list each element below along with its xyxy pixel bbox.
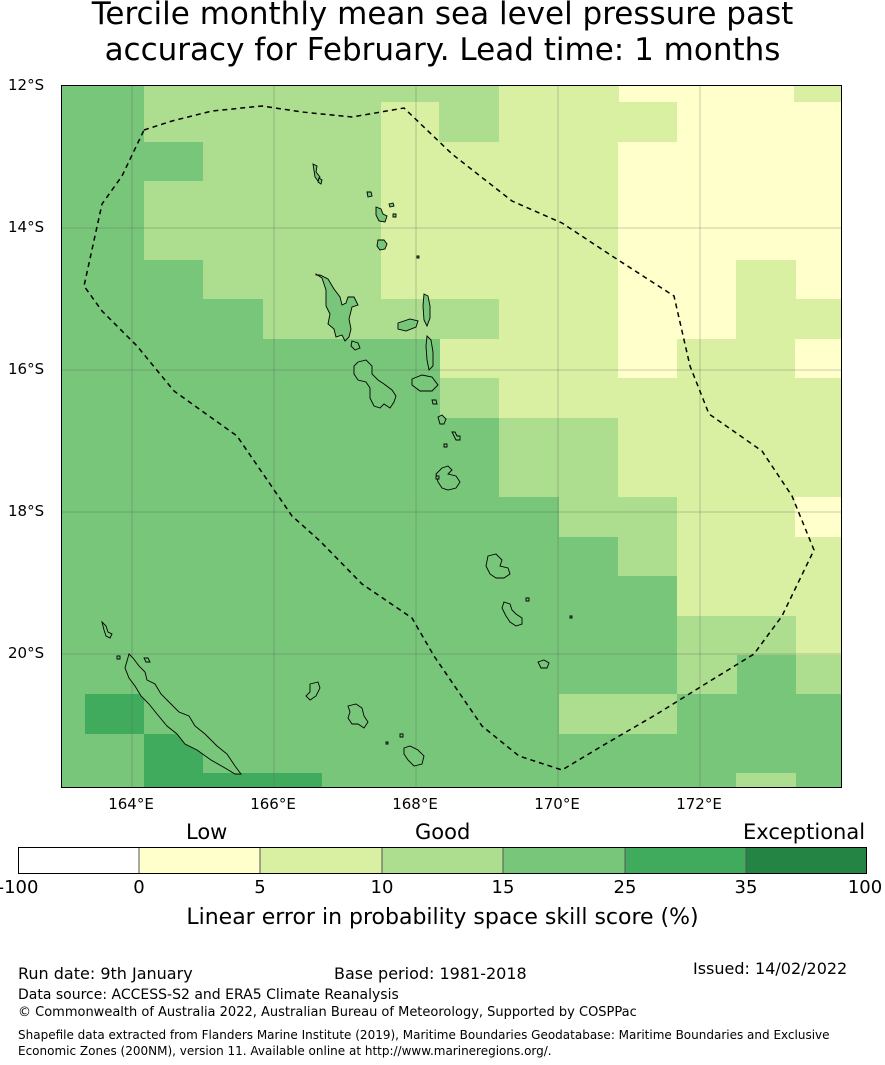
colorbar-swatch-0 (18, 847, 139, 874)
lon-label-164e: 164°E (108, 795, 154, 813)
lon-label-166e: 166°E (250, 795, 296, 813)
lat-label-14s: 14°S (8, 218, 45, 236)
colorbar-tick: 10 (370, 877, 394, 898)
shapefile-credit-line-2: Economic Zones (200NM), version 11. Avai… (18, 1044, 552, 1058)
colorbar-tick: 35 (734, 877, 758, 898)
map-panel[interactable] (61, 85, 842, 788)
run-date: Run date: 9th January (18, 964, 193, 983)
lon-label-170e: 170°E (534, 795, 580, 813)
shapefile-credit-line-1: Shapefile data extracted from Flanders M… (18, 1028, 830, 1042)
colorbar-tick: 25 (613, 877, 637, 898)
colorbar-swatch-3 (382, 847, 503, 874)
colorbar-swatch-4 (503, 847, 625, 874)
data-source: Data source: ACCESS-S2 and ERA5 Climate … (18, 987, 399, 1003)
colorbar-tick: 100 (847, 877, 883, 898)
colorbar-tick: -100 (0, 877, 39, 898)
title-line-1: Tercile monthly mean sea level pressure … (91, 0, 794, 32)
colorbar-tick: 15 (491, 877, 515, 898)
lat-label-18s: 18°S (8, 502, 45, 520)
colorbar-category-exceptional: Exceptional (743, 820, 866, 844)
graticule (62, 86, 841, 787)
colorbar-tick: 5 (254, 877, 266, 898)
lon-label-172e: 172°E (676, 795, 722, 813)
colorbar (18, 847, 867, 874)
skill-grid (85, 86, 841, 787)
colorbar-swatch-6 (746, 847, 867, 874)
colorbar-swatch-1 (139, 847, 260, 874)
colorbar-category-low: Low (186, 820, 228, 844)
eez-boundary (83, 105, 815, 771)
base-period: Base period: 1981-2018 (334, 964, 527, 983)
map-title: Tercile monthly mean sea level pressure … (0, 0, 885, 68)
lon-label-168e: 168°E (392, 795, 438, 813)
map-svg (62, 86, 841, 787)
colorbar-category-good: Good (415, 820, 471, 844)
colorbar-swatch-2 (260, 847, 382, 874)
coastlines (101, 163, 573, 775)
lat-label-12s: 12°S (8, 76, 45, 94)
lat-label-20s: 20°S (8, 644, 45, 662)
colorbar-swatch-5 (625, 847, 746, 874)
colorbar-tick: 0 (133, 877, 145, 898)
colorbar-label: Linear error in probability space skill … (186, 905, 699, 930)
copyright: © Commonwealth of Australia 2022, Austra… (18, 1005, 637, 1020)
title-line-2: accuracy for February. Lead time: 1 mont… (104, 32, 781, 68)
issued-date: Issued: 14/02/2022 (693, 959, 848, 978)
lat-label-16s: 16°S (8, 360, 45, 378)
